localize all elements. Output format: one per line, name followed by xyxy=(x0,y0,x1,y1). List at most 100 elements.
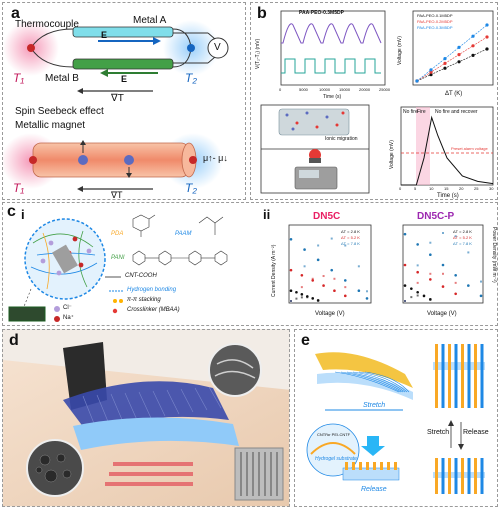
stretched-stripe xyxy=(480,344,484,408)
release-bottom-label: Release xyxy=(361,486,387,493)
spin-up-ball xyxy=(78,155,88,165)
sem-pore xyxy=(62,469,72,479)
power-point xyxy=(300,286,303,289)
metal-b-label: Metal B xyxy=(45,73,79,84)
iv-point xyxy=(416,290,419,294)
stretch-top-label: Stretch xyxy=(363,402,386,409)
iv-point xyxy=(454,273,457,277)
panel-c-graphics xyxy=(8,214,484,322)
fire-xtick: 5 xyxy=(414,186,417,191)
fabric-weave xyxy=(110,393,124,423)
voltmeter-label: V xyxy=(214,42,221,53)
down-arrow xyxy=(361,436,385,456)
grad-bottom-label: ∇T xyxy=(111,190,123,200)
junction-hot xyxy=(27,44,35,52)
panel-c: c i ii xyxy=(2,202,498,326)
iv-point xyxy=(322,284,325,287)
top-film xyxy=(315,352,413,388)
vd-point xyxy=(485,47,489,51)
vd-point xyxy=(471,34,475,38)
power-point xyxy=(311,297,314,300)
stretched-stripe xyxy=(467,344,471,408)
t1-top: T₁ xyxy=(13,71,25,85)
ion-dot xyxy=(341,111,345,115)
no-fire-label: No fire xyxy=(403,109,418,115)
iv-point xyxy=(289,237,293,241)
stretched-stripe xyxy=(435,344,438,408)
power-point xyxy=(442,232,444,234)
ion-dot xyxy=(305,111,309,115)
network-ion xyxy=(56,270,62,276)
fabric-weave xyxy=(166,389,180,415)
ion-dot xyxy=(285,113,289,117)
thermocouple-diagram xyxy=(3,20,229,192)
vd-xlabel: ΔT (K) xyxy=(445,91,463,97)
dn5c-p-title: DN5C-P xyxy=(417,211,455,222)
iv-point xyxy=(343,279,347,282)
pda-structure xyxy=(132,214,156,237)
iv-point xyxy=(303,248,306,251)
iv-point xyxy=(429,278,432,281)
e-label-bottom: E xyxy=(121,74,128,84)
ion-dot xyxy=(335,123,339,127)
vd-point xyxy=(485,23,489,27)
sub-label-i: i xyxy=(21,207,25,222)
recover-label: No fire and recover xyxy=(435,109,478,115)
released-stripe xyxy=(467,458,471,494)
released-stripe xyxy=(461,458,464,494)
stretched-stripe xyxy=(454,344,458,408)
panel-label-e: e xyxy=(301,332,310,349)
vd-point xyxy=(443,66,447,70)
ion-dot xyxy=(325,115,329,119)
iv-point xyxy=(403,263,407,267)
panel-b-graphics xyxy=(260,10,494,194)
polymer-chain xyxy=(30,262,98,275)
vd-point xyxy=(415,79,419,83)
cnt-fiber xyxy=(352,371,406,393)
electrode-strips xyxy=(105,462,193,486)
panel-e: e Stretch Release CNTF or PEI-CNTF Hydro… xyxy=(294,329,498,507)
fabric-weave xyxy=(82,395,96,427)
released-stripe xyxy=(435,458,438,494)
network-ion xyxy=(48,240,54,246)
iv-point xyxy=(365,297,369,300)
iv-legend-entry: ΔT = 5.2 K xyxy=(453,235,472,240)
iv-point xyxy=(416,270,419,274)
released-stripe xyxy=(448,458,451,494)
t2-bottom: T₂ xyxy=(185,181,197,195)
power-point xyxy=(344,286,347,289)
power-point xyxy=(317,244,320,247)
sem-image-bottom xyxy=(26,439,84,497)
iv-legend-entry: ΔT = 2.8 K xyxy=(341,229,360,234)
top-substrate xyxy=(317,372,413,400)
cnt-label: CNT-COOH xyxy=(125,273,157,279)
network-ion xyxy=(72,236,78,242)
wearable-device-illustration xyxy=(3,342,289,506)
fabric-weave xyxy=(138,391,152,419)
spin-down-ball xyxy=(124,155,134,165)
voltmeter-icon xyxy=(207,37,229,59)
junction-cold xyxy=(187,44,195,52)
electrode-stripe xyxy=(359,462,362,470)
e-label-top: E xyxy=(101,30,108,40)
iv-point xyxy=(357,289,361,293)
vt-ylabel: V(T₂-T₁) (mV) xyxy=(255,38,261,69)
right-bottom-substrate xyxy=(433,472,485,478)
iv-legend-entry: ΔT = 5.2 K xyxy=(341,235,360,240)
power-point xyxy=(454,281,457,284)
vd-point xyxy=(443,61,447,65)
vt-xtick: 10000 xyxy=(319,87,331,92)
power-point xyxy=(423,295,425,298)
pipi-label: π-π stacking xyxy=(127,297,161,303)
magnet-cylinder xyxy=(32,142,190,178)
power-point xyxy=(416,264,419,267)
panel-a: a xyxy=(2,2,246,200)
polymer-chain xyxy=(78,230,88,288)
sem-pore xyxy=(56,453,66,463)
iv-point xyxy=(289,289,293,293)
electrode-stripe xyxy=(373,462,376,470)
voltage-deltaT-axes xyxy=(412,10,494,86)
paam-structure xyxy=(198,216,224,235)
network-ion xyxy=(86,248,92,254)
cnt-fiber xyxy=(346,371,404,393)
